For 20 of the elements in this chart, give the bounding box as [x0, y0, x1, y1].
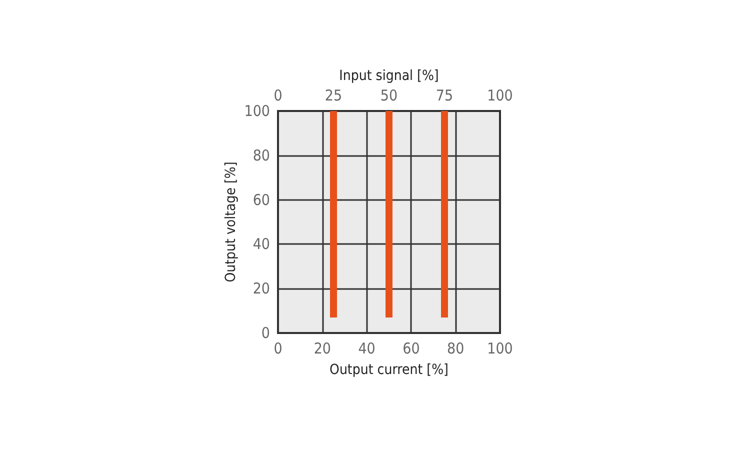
- y-tick-label: 0: [261, 324, 270, 342]
- x2-tick-label: 50: [380, 86, 398, 104]
- x-tick-label: 100: [487, 340, 513, 358]
- x2-tick-label: 25: [324, 86, 342, 104]
- x-tick-label: 0: [274, 340, 282, 358]
- y-axis-title: Output voltage [%]: [223, 162, 239, 282]
- x-tick-label: 80: [447, 340, 464, 358]
- y-tick-label: 40: [252, 235, 270, 254]
- y-tick-label: 80: [252, 146, 270, 164]
- y-tick-label: 60: [252, 190, 270, 209]
- x-axis-title: Output current [%]: [330, 362, 448, 378]
- x2-tick-label: 75: [436, 86, 454, 104]
- x-tick-label: 60: [402, 340, 420, 358]
- x-tick-label: 40: [358, 340, 376, 358]
- x2-tick-label: 0: [274, 86, 282, 104]
- x2-axis-title: Input signal [%]: [339, 68, 439, 84]
- y-tick-label: 100: [244, 102, 270, 120]
- x2-tick-label: 100: [487, 86, 513, 104]
- y-tick-label: 20: [252, 280, 270, 298]
- x-tick-label: 20: [314, 340, 331, 358]
